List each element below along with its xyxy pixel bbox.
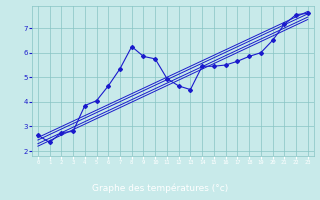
Text: Graphe des températures (°c): Graphe des températures (°c) — [92, 184, 228, 193]
